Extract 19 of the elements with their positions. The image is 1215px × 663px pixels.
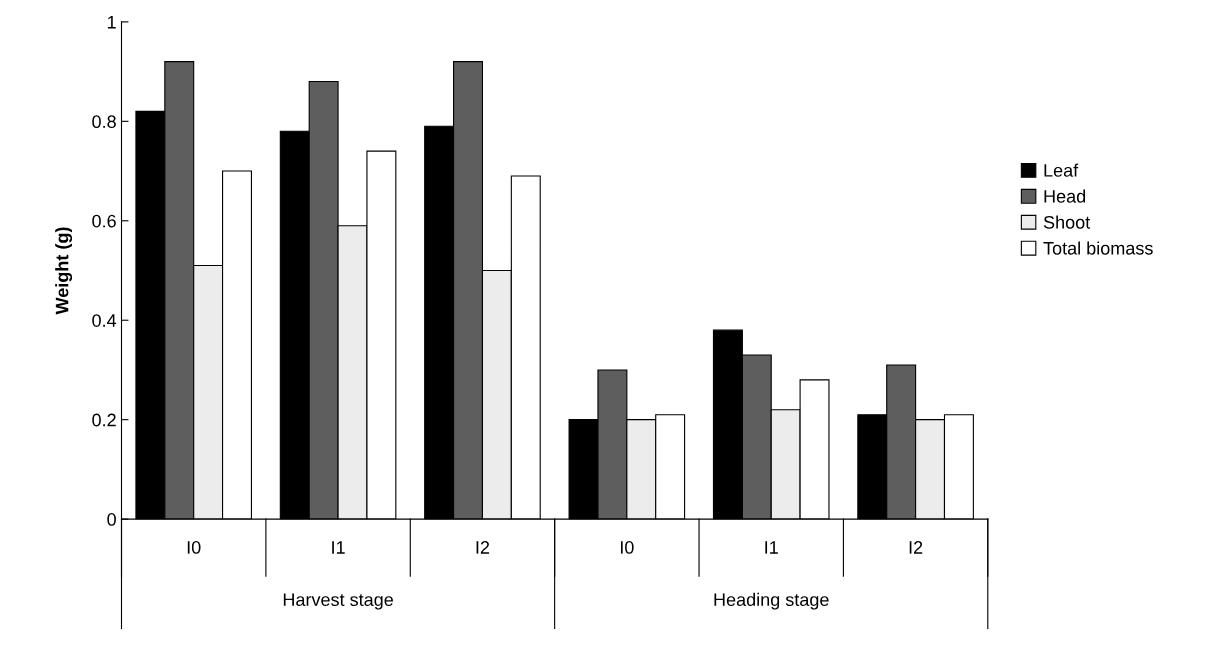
- legend-label: Head: [1044, 189, 1086, 203]
- text: Harvest stage: [283, 593, 393, 610]
- y-tick-label: 0: [107, 513, 116, 526]
- x-tick-label: I2: [909, 541, 923, 554]
- legend-label: Total biomass: [1043, 241, 1153, 255]
- x-tick-label: I0: [620, 541, 634, 554]
- text: Heading stage: [714, 592, 829, 610]
- x-tick-label: I1: [765, 541, 778, 554]
- x-tick-label: I0: [187, 541, 201, 554]
- legend-label: Shoot: [1043, 215, 1091, 229]
- legend-label: Leaf: [1044, 163, 1079, 177]
- y-tick-label: 1: [107, 16, 116, 29]
- y-tick-label: 0.8: [92, 115, 116, 129]
- x-tick-label: I1: [332, 541, 345, 554]
- y-axis-title: Weight (g): [55, 227, 73, 315]
- y-tick-label: 0.2: [92, 413, 116, 427]
- x-tick-label: I2: [476, 541, 490, 554]
- y-tick-label: 0.4: [92, 314, 117, 327]
- y-tick-label: 0.6: [92, 214, 116, 228]
